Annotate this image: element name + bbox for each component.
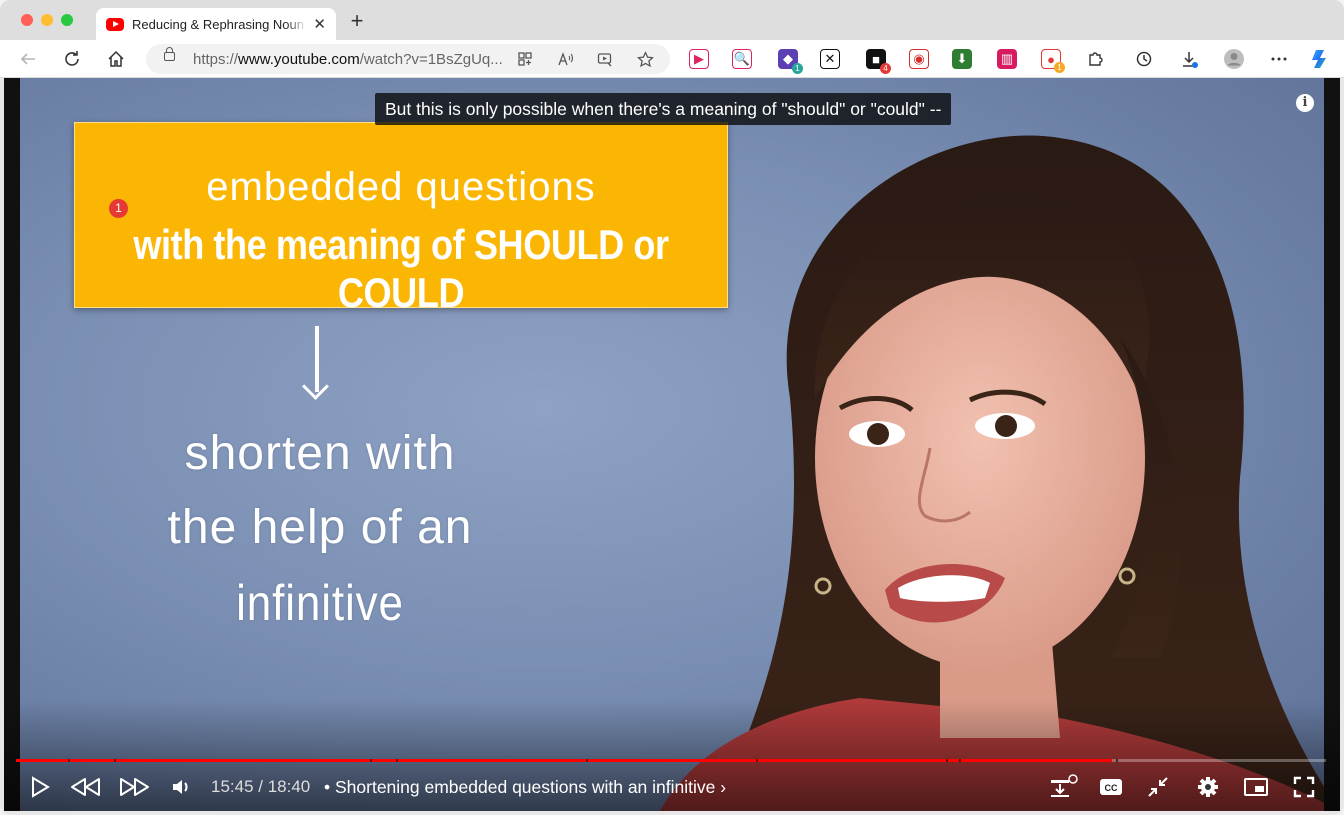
tab-strip: Reducing & Rephrasing Noun Clauses ✕ + [0,0,1344,40]
puzzle-badge-ext-icon[interactable]: ◆ 1 [778,49,803,74]
settings-button[interactable] [1193,773,1223,801]
read-aloud-icon[interactable] [555,49,575,69]
extension-badge: 1 [1054,62,1065,73]
gear-icon [1198,777,1218,797]
more-dots-icon [1271,57,1287,61]
download-icon [1183,52,1198,68]
lock-icon [164,47,175,61]
reload-icon [65,51,79,66]
captions-button[interactable]: CC [1096,773,1126,801]
cc-icon: CC [1100,779,1122,795]
miniplayer-icon [1244,778,1268,796]
home-button[interactable] [103,46,129,72]
slide-text-line3: infinitive [236,575,404,631]
home-icon [108,50,124,67]
notification-badge[interactable]: 1 [109,199,128,218]
exit-expand-button[interactable] [1143,773,1173,801]
subtitle-caption: But this is only possible when there's a… [375,93,952,125]
youtube-ext-icon[interactable]: ▶ [689,49,709,69]
chevron-right-icon: › [720,777,727,797]
active-tab[interactable]: Reducing & Rephrasing Noun Clauses ✕ [96,8,336,40]
profile-avatar[interactable] [1221,46,1247,72]
chapter-marker [395,759,398,762]
volume-button[interactable] [168,773,196,801]
window-maximize-button[interactable] [61,14,73,26]
bookmark-ext-icon[interactable]: ▥ [997,49,1017,69]
more-menu-button[interactable] [1266,46,1292,72]
record-ext-icon[interactable]: ◉ [909,49,929,69]
chapter-title-button[interactable]: • Shortening embedded questions with an … [324,777,726,798]
download-ext-icon[interactable]: ⬇ [952,49,972,69]
collapse-icon [1148,777,1168,797]
extension-badge: 1 [792,63,803,74]
url-text: https://www.youtube.com/watch?v=1BsZgUq.… [193,51,503,68]
tab-title: Reducing & Rephrasing Noun Clauses [132,16,307,32]
chapter-marker [369,759,372,762]
play-button[interactable] [26,773,54,801]
slide-text-line1: shorten with [184,427,456,480]
chapter-title: • Shortening embedded questions with an … [324,777,716,797]
browser-toolbar: https://www.youtube.com/watch?v=1BsZgUq.… [0,40,1344,78]
autodub-settings-button[interactable] [1045,773,1081,801]
address-bar[interactable]: https://www.youtube.com/watch?v=1BsZgUq.… [146,44,670,74]
fullscreen-button[interactable] [1289,773,1319,801]
video-frame: embedded questions with the meaning of S… [20,78,1324,811]
fast-forward-button[interactable] [118,773,152,801]
fullscreen-icon [1293,776,1315,798]
chapter-marker [68,759,71,762]
slide-text-line2: the help of an [167,501,473,554]
slide-title-box: embedded questions with the meaning of S… [74,122,728,316]
chapter-marker [114,759,117,762]
fast-forward-icon [120,778,149,796]
info-icon[interactable]: i [1296,94,1314,112]
chapter-marker [756,759,759,762]
download-settings-icon [1051,774,1078,797]
video-player[interactable]: embedded questions with the meaning of S… [4,78,1340,811]
downloads-button[interactable] [1176,46,1202,72]
reload-button[interactable] [59,46,85,72]
chapter-marker [1116,759,1119,762]
slide-title-line2: with the meaning of SHOULD or COULD [133,221,669,316]
extension-badge: 4 [880,63,891,74]
history-icon [1136,51,1152,67]
svg-text:CC: CC [1105,783,1118,793]
apps-icon[interactable] [515,49,535,69]
play-icon [32,776,50,798]
history-button[interactable] [1131,46,1157,72]
avatar-icon [1224,49,1244,69]
window-close-button[interactable] [21,14,33,26]
red-circle-ext-icon[interactable]: ● 1 [1041,49,1065,73]
search-ext-icon[interactable]: 🔍 [732,49,752,69]
back-button[interactable] [15,46,41,72]
back-arrow-icon [20,53,35,65]
down-arrow-icon [315,326,319,392]
time-display: 15:45 / 18:40 [211,777,311,796]
slide-title-line1: embedded questions [206,165,596,209]
progress-bar[interactable] [16,759,1326,762]
chapter-marker [946,759,949,762]
video-cast-icon[interactable] [595,49,615,69]
chapter-marker [585,759,588,762]
progress-played [16,759,1113,762]
rewind-button[interactable] [68,773,102,801]
copilot-icon [1312,50,1326,68]
copilot-button[interactable] [1308,46,1334,72]
dark-ext-icon[interactable]: ■ 4 [866,49,891,74]
volume-icon [173,780,188,794]
new-tab-button[interactable]: + [350,8,364,33]
tab-close-icon[interactable]: ✕ [313,16,326,33]
miniplayer-button[interactable] [1241,773,1271,801]
extensions-puzzle-icon[interactable] [1083,46,1109,72]
window-minimize-button[interactable] [41,14,53,26]
cross-ext-icon[interactable]: ✕ [820,49,840,69]
youtube-favicon-icon [106,17,124,31]
favorite-star-icon[interactable] [635,49,655,69]
rewind-icon [71,778,100,796]
chapter-marker [959,759,962,762]
